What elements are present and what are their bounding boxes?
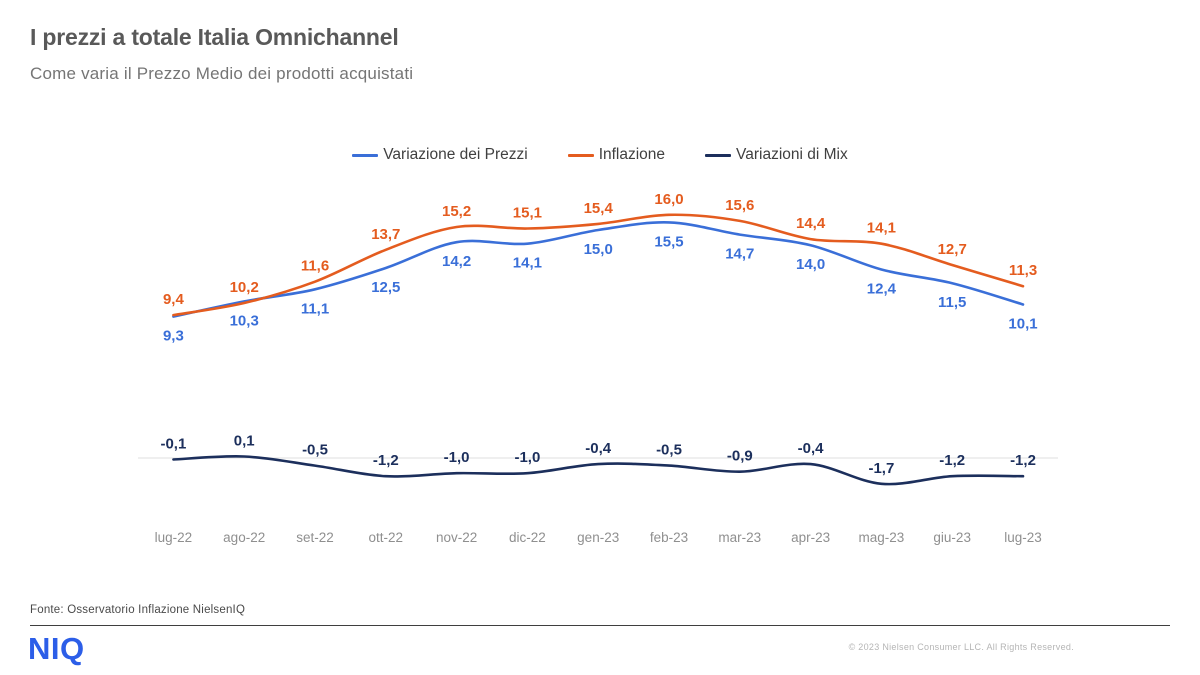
legend-item-inflazione: Inflazione [567, 146, 666, 164]
data-label-variazioni-di-mix: -1,0 [444, 449, 470, 466]
legend-line-swatch-orange [567, 153, 594, 157]
legend-item-variazione-dei-prezzi: Variazione dei Prezzi [352, 146, 528, 164]
niq-logo: NIQ [28, 631, 85, 666]
data-label-variazioni-di-mix: -0,9 [727, 448, 753, 465]
x-axis-label: lug-23 [1004, 530, 1042, 545]
x-axis-label: ago-22 [223, 530, 265, 545]
data-label-inflazione: 9,4 [163, 291, 185, 308]
data-label-variazione-dei-prezzi: 11,5 [938, 294, 966, 311]
data-label-variazione-dei-prezzi: 14,0 [796, 256, 825, 273]
x-axis-label: mar-23 [718, 530, 761, 545]
data-label-variazione-dei-prezzi: 14,7 [725, 246, 754, 263]
x-axis-label: dic-22 [509, 530, 546, 545]
data-label-variazione-dei-prezzi: 14,1 [513, 255, 542, 272]
data-label-variazioni-di-mix: -1,0 [514, 449, 540, 466]
data-label-variazione-dei-prezzi: 15,0 [584, 241, 613, 258]
data-label-variazione-dei-prezzi: 15,5 [654, 233, 683, 250]
legend-item-variazioni-di-mix: Variazioni di Mix [705, 146, 848, 164]
page-title: I prezzi a totale Italia Omnichannel [30, 24, 399, 50]
data-label-inflazione: 15,2 [442, 203, 471, 220]
data-label-inflazione: 15,6 [725, 197, 754, 214]
data-label-variazioni-di-mix: -0,5 [656, 442, 682, 459]
data-label-inflazione: 14,1 [867, 220, 896, 237]
data-label-variazione-dei-prezzi: 9,3 [163, 328, 184, 345]
data-label-variazione-dei-prezzi: 14,2 [442, 253, 471, 270]
series-line-inflazione [172, 213, 1025, 317]
data-label-variazioni-di-mix: -0,4 [798, 440, 825, 457]
data-label-variazione-dei-prezzi: 10,1 [1008, 315, 1037, 332]
x-axis-label: nov-22 [436, 530, 477, 545]
legend-label: Inflazione [598, 146, 666, 163]
data-label-variazione-dei-prezzi: 12,5 [371, 279, 400, 296]
data-label-variazioni-di-mix: -1,2 [373, 452, 399, 469]
legend-label: Variazioni di Mix [736, 146, 848, 163]
data-label-variazioni-di-mix: -1,2 [939, 452, 965, 469]
chart-legend: Variazione dei Prezzi Inflazione Variazi… [0, 146, 1200, 164]
data-label-inflazione: 15,4 [584, 200, 614, 217]
series-line-variazione-dei-prezzi [172, 221, 1025, 318]
x-axis-label: feb-23 [650, 530, 688, 545]
x-axis-label: gen-23 [577, 530, 619, 545]
legend-line-swatch-navy [705, 153, 732, 157]
data-label-inflazione: 15,1 [513, 204, 542, 221]
data-label-variazioni-di-mix: 0,1 [234, 432, 255, 449]
legend-line-swatch-blue [352, 153, 379, 157]
data-label-inflazione: 10,2 [230, 279, 259, 296]
x-axis-label: lug-22 [155, 530, 193, 545]
copyright-note: © 2023 Nielsen Consumer LLC. All Rights … [848, 642, 1074, 652]
data-label-inflazione: 14,4 [796, 215, 826, 232]
x-axis-label: ott-22 [369, 530, 404, 545]
data-label-variazioni-di-mix: -0,1 [160, 436, 186, 453]
legend-label: Variazione dei Prezzi [383, 146, 528, 163]
data-label-inflazione: 12,7 [938, 241, 967, 258]
data-label-variazione-dei-prezzi: 10,3 [230, 312, 259, 329]
data-label-variazioni-di-mix: -1,7 [868, 460, 894, 477]
data-label-variazioni-di-mix: -0,5 [302, 442, 328, 459]
source-note: Fonte: Osservatorio Inflazione NielsenIQ [30, 604, 246, 616]
data-label-variazioni-di-mix: -1,2 [1010, 452, 1036, 469]
data-label-inflazione: 11,3 [1009, 262, 1037, 279]
data-label-inflazione: 13,7 [371, 226, 400, 243]
data-label-inflazione: 16,0 [654, 191, 683, 208]
data-label-variazione-dei-prezzi: 11,1 [301, 300, 329, 317]
series-line-variazioni-di-mix [172, 455, 1025, 486]
data-label-inflazione: 11,6 [301, 258, 329, 275]
data-label-variazioni-di-mix: -0,4 [585, 440, 612, 457]
x-axis-label: mag-23 [859, 530, 905, 545]
x-axis-label: giu-23 [933, 530, 971, 545]
footer-divider [30, 625, 1170, 626]
page-subtitle: Come varia il Prezzo Medio dei prodotti … [30, 63, 414, 83]
data-label-variazione-dei-prezzi: 12,4 [867, 281, 897, 298]
header: I prezzi a totale Italia Omnichannel Com… [30, 24, 413, 84]
x-axis-label: set-22 [296, 530, 334, 545]
x-axis-label: apr-23 [791, 530, 830, 545]
